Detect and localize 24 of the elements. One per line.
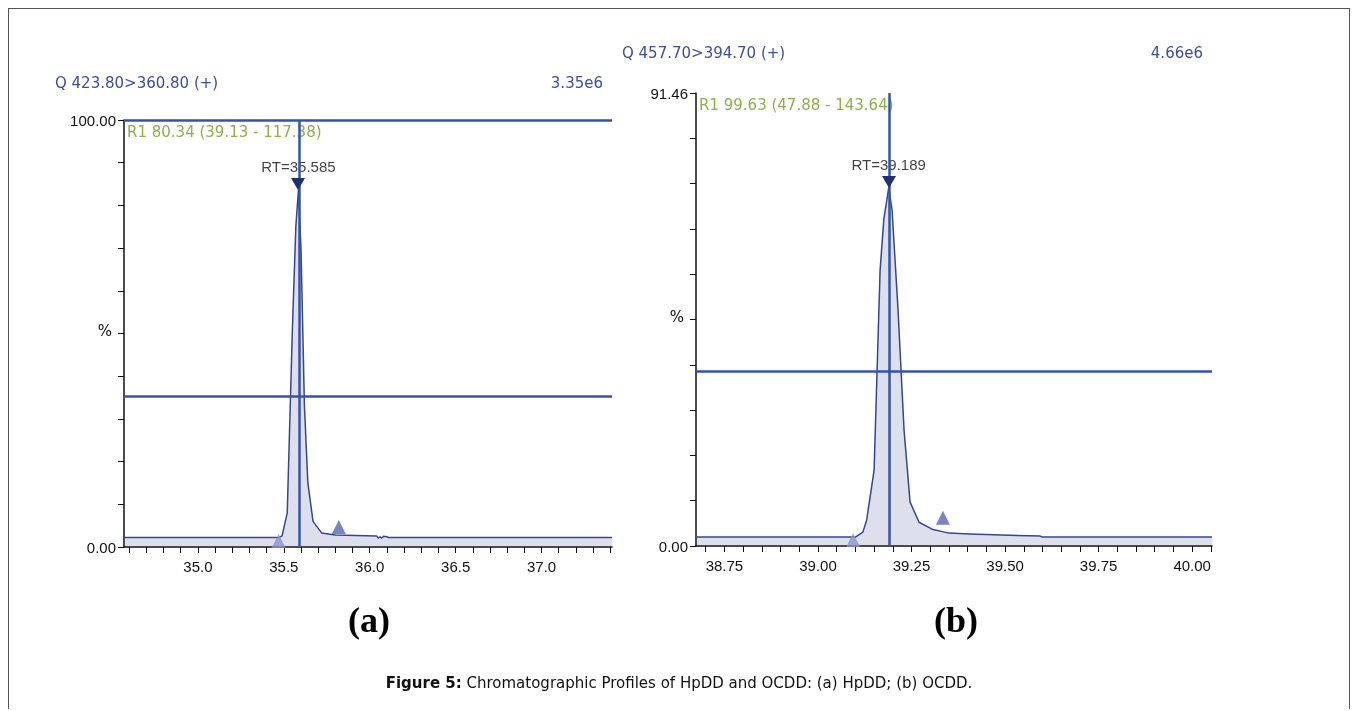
chart-title: Q 423.80>360.80 (+) [55, 73, 219, 92]
text: (b) [934, 600, 978, 640]
x-tick-label: 37.0 [526, 558, 557, 575]
x-tick-label: 40.00 [1173, 557, 1211, 574]
y-tick-label: 91.46 [650, 84, 688, 102]
y-tick-label: 0.00 [86, 538, 116, 556]
x-tick-label: 35.5 [269, 558, 299, 575]
x-tick-label: 39.00 [799, 557, 837, 574]
y-tick-label: 100.00 [70, 111, 116, 129]
x-tick-label: 35.0 [183, 558, 213, 575]
chart-subtitle: 3.35e6 [550, 73, 603, 92]
caption: Figure 5: Chromatographic Profiles of HpDD and OCDD: (a) HpDD; (b) OCDD. [384, 674, 974, 692]
chart-subtitle: 4.66e6 [1150, 43, 1203, 62]
x-tick-label: 39.50 [986, 557, 1024, 574]
y-axis-title: % [97, 322, 113, 340]
x-tick-label: 39.75 [1079, 557, 1118, 574]
x-tick-label: 38.75 [705, 557, 744, 574]
text: (a) [348, 600, 390, 640]
x-tick-label: 39.25 [892, 557, 931, 574]
x-tick-label: 36.5 [441, 558, 471, 575]
y-axis-title: % [669, 308, 685, 326]
chart-title: Q 457.70>394.70 (+) [622, 43, 786, 62]
y-tick-label: 0.00 [658, 537, 688, 555]
x-tick-label: 36.0 [355, 558, 385, 575]
